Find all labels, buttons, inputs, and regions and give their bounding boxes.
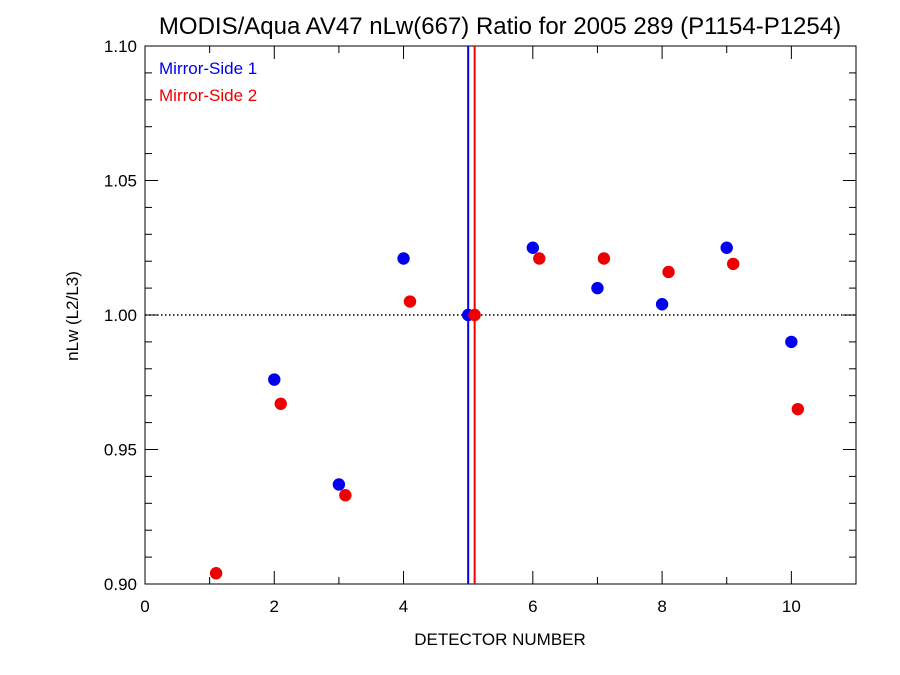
series-1-point bbox=[268, 373, 281, 386]
series-1-point bbox=[332, 478, 346, 491]
series-2-point bbox=[274, 397, 287, 410]
y-tick-label: 1.10 bbox=[104, 37, 137, 56]
series-2-point bbox=[791, 402, 805, 416]
x-tick-label: 4 bbox=[399, 597, 408, 616]
series-2-point bbox=[533, 252, 546, 265]
series-1-point bbox=[591, 281, 604, 295]
x-tick-label: 6 bbox=[528, 597, 537, 616]
y-tick-label: 1.00 bbox=[104, 306, 137, 325]
series-2-point bbox=[468, 308, 481, 322]
y-tick-label: 0.95 bbox=[104, 441, 137, 460]
chart-title: MODIS/Aqua AV47 nLw(667) Ratio for 2005 … bbox=[159, 13, 841, 40]
series-2-point bbox=[597, 252, 611, 265]
x-tick-label: 8 bbox=[657, 597, 666, 616]
series-1-point bbox=[655, 298, 669, 311]
series-2-point bbox=[403, 295, 417, 308]
series-1-point bbox=[785, 335, 798, 349]
legend: Mirror-Side 1 Mirror-Side 2 bbox=[159, 59, 257, 105]
x-axis-label: DETECTOR NUMBER bbox=[414, 630, 586, 649]
x-tick-label: 0 bbox=[140, 597, 149, 616]
y-tick-label: 0.90 bbox=[104, 575, 137, 594]
legend-label-mirror-side-2: Mirror-Side 2 bbox=[159, 86, 257, 105]
y-axis-label: nLw (L2/L3) bbox=[63, 271, 82, 361]
x-tick-label: 2 bbox=[270, 597, 279, 616]
series-2-point bbox=[209, 567, 223, 580]
y-tick-label: 1.05 bbox=[104, 172, 137, 191]
plot-area: 0 2 4 6 8 10 0.90 0.95 1.00 1.05 1.10 bbox=[104, 37, 857, 616]
x-tick-label: 10 bbox=[782, 597, 801, 616]
legend-label-mirror-side-1: Mirror-Side 1 bbox=[159, 59, 257, 78]
series-2-point bbox=[726, 257, 740, 271]
series-1-point bbox=[397, 252, 410, 265]
series-1-point bbox=[720, 241, 733, 254]
series-2-point bbox=[339, 489, 352, 502]
series-1-point bbox=[526, 241, 540, 254]
series-2-point bbox=[662, 265, 675, 279]
